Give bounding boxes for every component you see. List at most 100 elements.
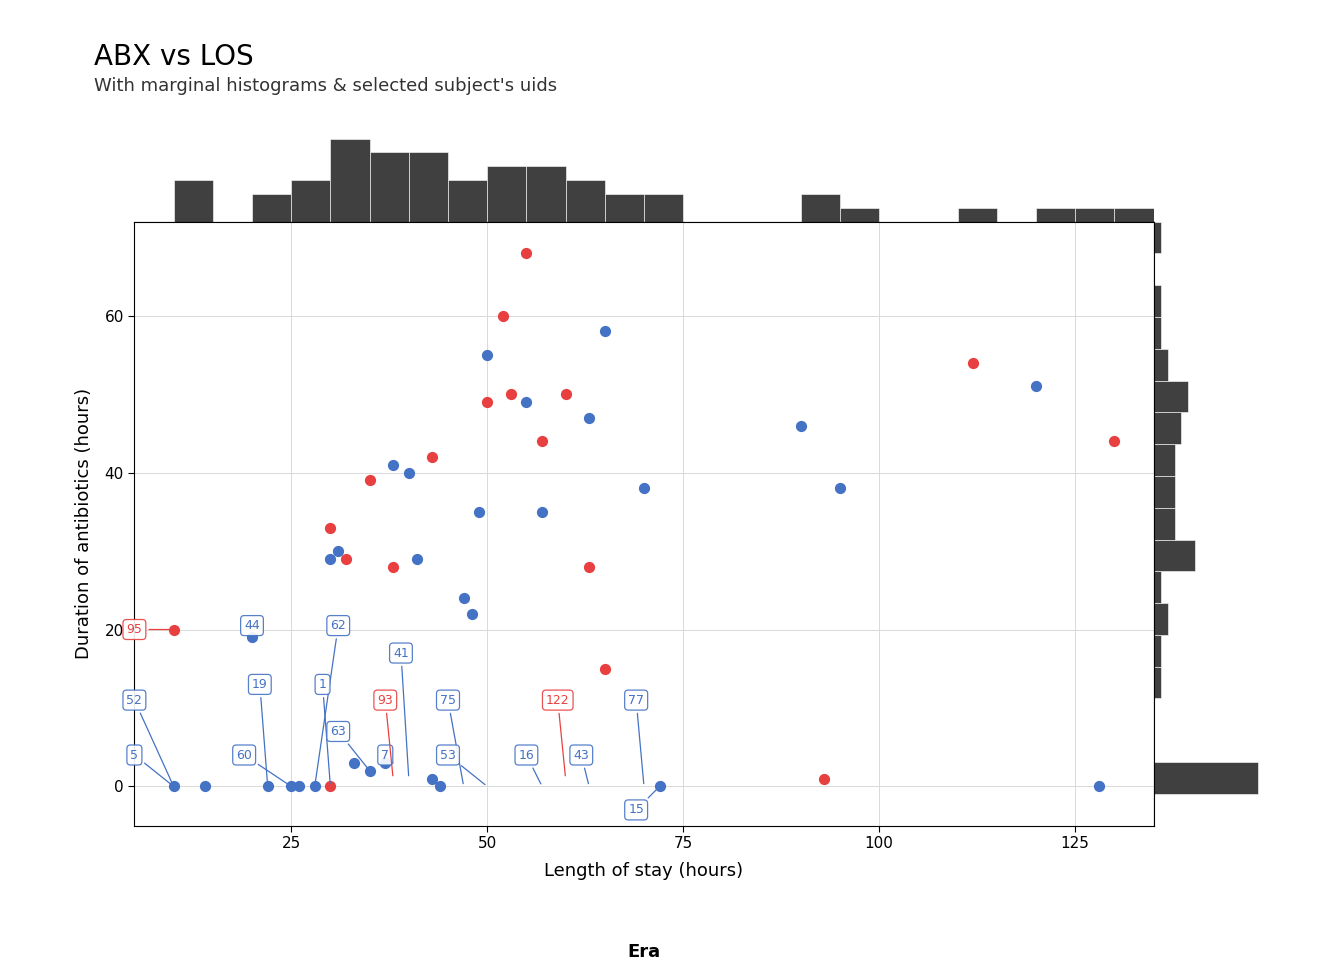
Text: 19: 19 <box>251 678 267 783</box>
Text: 1: 1 <box>319 678 331 783</box>
Text: 77: 77 <box>628 694 644 783</box>
Bar <box>1036 207 1075 222</box>
Bar <box>1153 540 1195 571</box>
Point <box>500 387 521 402</box>
Point <box>163 779 184 794</box>
Text: 122: 122 <box>546 694 570 776</box>
Point <box>1103 434 1125 449</box>
Text: With marginal histograms & selected subject's uids: With marginal histograms & selected subj… <box>94 77 558 95</box>
Point <box>320 551 341 566</box>
Bar <box>1153 666 1161 699</box>
Bar <box>1153 508 1175 540</box>
Bar <box>331 138 370 222</box>
Text: 62: 62 <box>314 619 347 783</box>
Point <box>1089 779 1110 794</box>
Point <box>242 630 263 645</box>
Text: 15: 15 <box>628 788 657 816</box>
Point <box>343 756 364 771</box>
Bar <box>1075 207 1114 222</box>
Text: 93: 93 <box>378 694 394 776</box>
Point <box>257 779 278 794</box>
Text: ABX vs LOS: ABX vs LOS <box>94 43 254 71</box>
Point <box>578 410 599 425</box>
Point <box>516 395 538 410</box>
Bar <box>840 207 879 222</box>
Text: 75: 75 <box>439 694 464 783</box>
Point <box>328 543 349 559</box>
Point <box>429 779 450 794</box>
Bar <box>1153 476 1175 508</box>
Text: 44: 44 <box>245 619 259 637</box>
Bar <box>370 153 409 222</box>
Point <box>194 779 215 794</box>
Point <box>469 504 491 519</box>
Bar <box>1153 603 1168 635</box>
Bar <box>1153 317 1161 348</box>
Point <box>829 481 851 496</box>
Point <box>962 355 984 371</box>
Point <box>1025 378 1047 394</box>
Point <box>406 551 427 566</box>
Bar <box>448 180 487 222</box>
Point <box>531 504 552 519</box>
Bar <box>173 180 212 222</box>
Point <box>476 348 497 363</box>
Bar <box>957 207 997 222</box>
Point <box>578 559 599 574</box>
Legend: Post-PCR, Pre-PCR: Post-PCR, Pre-PCR <box>517 937 770 960</box>
Point <box>382 457 403 472</box>
Text: 53: 53 <box>439 749 485 784</box>
Bar <box>1153 348 1168 380</box>
Point <box>422 449 444 465</box>
Y-axis label: Duration of antibiotics (hours): Duration of antibiotics (hours) <box>75 388 94 660</box>
Point <box>476 395 497 410</box>
Bar <box>1114 207 1153 222</box>
Text: 52: 52 <box>126 694 172 784</box>
Point <box>320 520 341 536</box>
Point <box>594 661 616 677</box>
Point <box>516 246 538 261</box>
Point <box>359 472 380 488</box>
Bar <box>253 194 292 222</box>
Point <box>320 779 341 794</box>
Point <box>633 481 655 496</box>
Point <box>422 771 444 786</box>
Point <box>382 559 403 574</box>
Point <box>359 763 380 779</box>
Text: 63: 63 <box>331 725 368 769</box>
Bar <box>1153 222 1161 253</box>
Text: 43: 43 <box>574 749 589 783</box>
Text: 5: 5 <box>130 749 172 784</box>
Bar <box>801 194 840 222</box>
Point <box>813 771 835 786</box>
Point <box>461 606 482 621</box>
Point <box>594 324 616 339</box>
Bar <box>644 194 683 222</box>
Bar <box>1153 444 1175 476</box>
Point <box>288 779 309 794</box>
X-axis label: Length of stay (hours): Length of stay (hours) <box>544 862 743 880</box>
Bar <box>409 153 448 222</box>
Bar <box>1153 571 1161 603</box>
Bar <box>1153 635 1161 666</box>
Text: 60: 60 <box>237 749 289 785</box>
Point <box>304 779 325 794</box>
Bar <box>605 194 644 222</box>
Point <box>375 756 396 771</box>
Point <box>555 387 577 402</box>
Bar <box>487 166 527 222</box>
Text: 95: 95 <box>126 623 171 636</box>
Bar <box>527 166 566 222</box>
Point <box>649 779 671 794</box>
Text: 7: 7 <box>382 749 392 763</box>
Bar <box>1153 762 1258 794</box>
Point <box>453 590 474 606</box>
Text: 16: 16 <box>519 749 540 784</box>
Bar <box>1153 285 1161 317</box>
Bar <box>1153 380 1188 413</box>
Bar <box>1153 413 1181 444</box>
Bar <box>292 180 331 222</box>
Point <box>281 779 302 794</box>
Text: 41: 41 <box>392 646 409 776</box>
Bar <box>566 180 605 222</box>
